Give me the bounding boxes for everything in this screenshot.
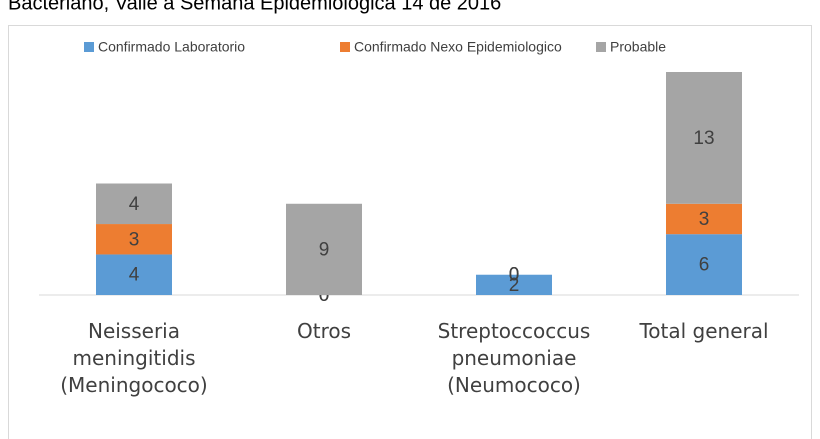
- data-label: 3: [699, 209, 710, 230]
- legend-swatch: [340, 42, 350, 52]
- bar-segment: [666, 234, 742, 295]
- data-label: 0: [509, 265, 520, 286]
- data-label: 0: [319, 285, 330, 306]
- x-tick-label: Otros: [296, 319, 352, 343]
- data-label: 6: [699, 255, 710, 276]
- legend-label: Probable: [610, 39, 666, 55]
- x-tick-label: Streptoccoccus pneumoniae (Neumococo): [437, 319, 591, 397]
- data-label: 9: [319, 239, 330, 260]
- legend-swatch: [596, 42, 606, 52]
- x-tick-label: Total general: [639, 319, 769, 343]
- chart-title: Bacteriano, Valle a Semana Epidemiologic…: [8, 0, 501, 14]
- data-label: 4: [129, 194, 140, 215]
- data-label: 3: [129, 229, 140, 250]
- bar-segment: [476, 274, 552, 295]
- data-label: 0: [319, 285, 330, 306]
- bar-segment: [96, 254, 172, 295]
- legend-swatch: [84, 42, 94, 52]
- bar-segment: [96, 183, 172, 225]
- data-label: 13: [693, 128, 714, 149]
- bar-segment: [286, 203, 362, 295]
- data-label: 4: [129, 265, 140, 286]
- x-tick-label: Neisseria meningitidis (Meningococo): [60, 319, 208, 397]
- bar-segment: [666, 72, 742, 204]
- data-label: 2: [509, 275, 520, 296]
- bar-segment: [96, 224, 172, 255]
- data-label: 0: [509, 265, 520, 286]
- legend-label: Confirmado Nexo Epidemiologico: [354, 39, 562, 55]
- legend-label: Confirmado Laboratorio: [98, 39, 245, 55]
- bar-segment: [666, 203, 742, 235]
